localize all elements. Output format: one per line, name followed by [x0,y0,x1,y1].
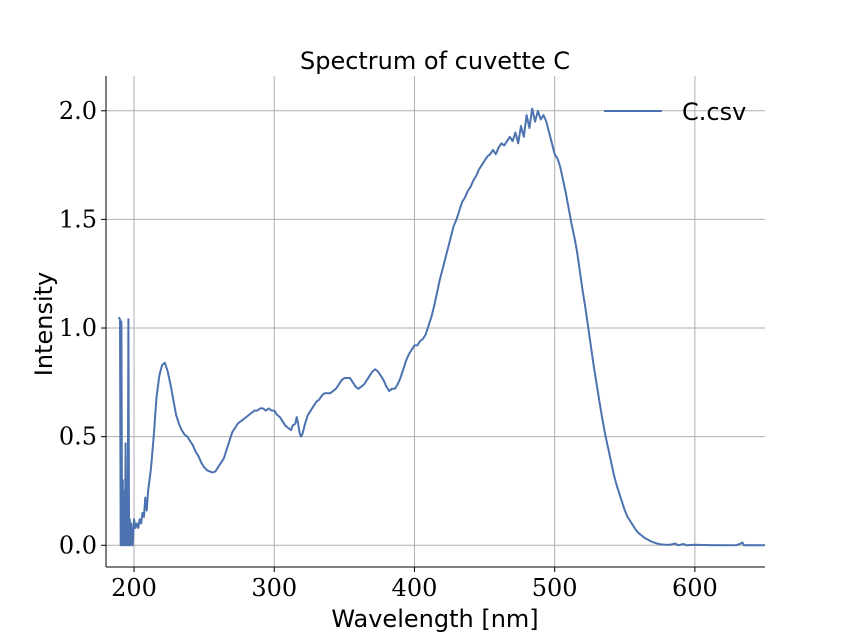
chart-title: Spectrum of cuvette C [300,47,570,75]
y-tick-label: 0.0 [59,531,97,559]
y-tick-label: 1.0 [59,314,97,342]
x-ticks: 200 300 400 500 600 [111,567,718,602]
legend-label: C.csv [682,98,746,126]
y-tick-label: 0.5 [59,423,97,451]
legend: C.csv [604,98,746,126]
x-tick-label: 400 [392,574,438,602]
x-tick-label: 300 [251,574,297,602]
y-tick-label: 2.0 [59,97,97,125]
x-axis-label: Wavelength [nm] [331,605,538,633]
axes [105,76,765,568]
y-axis-label: Intensity [30,272,58,376]
x-tick-label: 600 [672,574,718,602]
y-ticks: 0.0 0.5 1.0 1.5 2.0 [59,97,106,559]
series-layer [117,107,766,547]
y-tick-label: 1.5 [59,205,97,233]
x-tick-label: 200 [111,574,157,602]
series-line [117,107,766,547]
grid-lines [106,76,765,567]
x-tick-label: 500 [532,574,578,602]
